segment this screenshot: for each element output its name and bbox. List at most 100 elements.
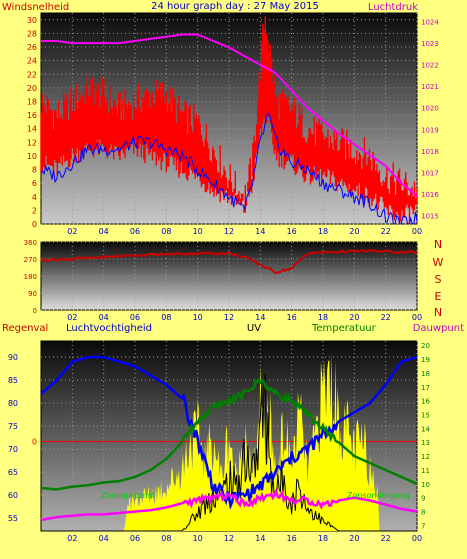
wind-y-tick-6: 6 <box>32 179 37 188</box>
pressure-y-tick-1024: 1024 <box>421 19 439 27</box>
wind-x-tick-14: 14 <box>255 227 265 236</box>
humidity-y-tick-90: 90 <box>8 353 18 362</box>
compass-n-bottom: N <box>434 306 442 319</box>
wind-y-tick-8: 8 <box>32 166 37 175</box>
direction-y-tick-360: 360 <box>24 239 37 247</box>
direction-y-tick-0: 0 <box>33 307 37 315</box>
pressure-y-tick-1015: 1015 <box>421 212 439 220</box>
wind-x-tick-06: 06 <box>130 227 140 236</box>
climate-x-tick-06: 06 <box>130 534 140 543</box>
wind-y-tick-16: 16 <box>27 111 37 120</box>
climate-x-tick-10: 10 <box>193 534 203 543</box>
humidity-y-tick-85: 85 <box>8 376 18 385</box>
wind-x-tick-08: 08 <box>161 227 171 236</box>
temp-y-tick-14: 14 <box>421 425 430 433</box>
humidity-y-tick-55: 55 <box>8 514 18 523</box>
pressure-y-tick-1016: 1016 <box>421 191 439 199</box>
direction-x-tick-18: 18 <box>318 313 328 322</box>
dewpoint-axis-title: Dauwpunt <box>413 323 464 334</box>
wind-direction-line <box>40 249 418 275</box>
dewpoint-line <box>40 488 418 522</box>
climate-x-tick-16: 16 <box>287 534 297 543</box>
direction-x-tick-14: 14 <box>255 313 265 322</box>
rain-y-tick-0: 0 <box>32 438 37 447</box>
pressure-line <box>41 33 418 197</box>
wind-x-tick-20: 20 <box>349 227 359 236</box>
direction-x-tick-20: 20 <box>349 313 359 322</box>
direction-x-tick-16: 16 <box>287 313 297 322</box>
wind-y-tick-0: 0 <box>32 220 37 229</box>
humidity-line <box>40 355 418 510</box>
compass-w: W <box>433 256 444 269</box>
climate-x-tick-12: 12 <box>224 534 234 543</box>
direction-y-tick-90: 90 <box>28 290 37 298</box>
sun-radiation-area <box>41 352 417 531</box>
climate-x-tick-20: 20 <box>349 534 359 543</box>
pressure-y-tick-1023: 1023 <box>421 40 439 48</box>
wind-average-line <box>40 112 418 225</box>
direction-x-tick-00: 00 <box>412 313 422 322</box>
compass-e: E <box>435 290 442 303</box>
climate-x-tick-18: 18 <box>318 534 328 543</box>
temp-y-tick-18: 18 <box>421 370 430 378</box>
uv-axis-title: UV <box>247 323 261 334</box>
wind-y-tick-24: 24 <box>27 57 37 66</box>
direction-x-tick-08: 08 <box>161 313 171 322</box>
temp-y-tick-10: 10 <box>421 481 430 489</box>
wind-x-tick-10: 10 <box>193 227 203 236</box>
climate-x-tick-22: 22 <box>381 534 391 543</box>
temp-y-tick-11: 11 <box>421 467 430 475</box>
climate-x-tick-08: 08 <box>161 534 171 543</box>
pressure-y-tick-1022: 1022 <box>421 62 439 70</box>
pressure-axis-title: Luchtdruk <box>368 2 418 13</box>
humidity-y-tick-80: 80 <box>8 399 18 408</box>
chart-marks <box>40 16 418 532</box>
humidity-axis-title: Luchtvochtigheid <box>66 323 152 334</box>
temp-y-tick-8: 8 <box>421 509 425 517</box>
rain-axis-title: Regenval <box>2 323 48 334</box>
humidity-y-tick-75: 75 <box>8 422 18 431</box>
pressure-y-tick-1019: 1019 <box>421 126 439 134</box>
wind-x-tick-18: 18 <box>318 227 328 236</box>
humidity-y-tick-65: 65 <box>8 468 18 477</box>
temp-y-tick-19: 19 <box>421 356 430 364</box>
wind-y-tick-14: 14 <box>27 125 37 134</box>
temp-y-tick-20: 20 <box>421 342 430 350</box>
chart-title: 24 hour graph day : 27 May 2015 <box>151 1 319 12</box>
wind-x-tick-04: 04 <box>99 227 109 236</box>
temp-y-tick-7: 7 <box>421 522 425 530</box>
wind-y-tick-12: 12 <box>27 138 37 147</box>
wind-axis-title: Windsnelheid <box>2 2 69 13</box>
temp-y-tick-13: 13 <box>421 439 430 447</box>
direction-y-tick-270: 270 <box>24 256 37 264</box>
humidity-y-tick-70: 70 <box>8 445 18 454</box>
direction-x-tick-02: 02 <box>67 313 77 322</box>
wind-x-tick-16: 16 <box>287 227 297 236</box>
direction-x-tick-04: 04 <box>99 313 109 322</box>
compass-n-top: N <box>434 238 442 251</box>
wind-y-tick-30: 30 <box>27 16 37 25</box>
wind-y-tick-22: 22 <box>27 70 37 79</box>
wind-y-tick-2: 2 <box>32 206 37 215</box>
pressure-y-tick-1021: 1021 <box>421 83 439 91</box>
wind-x-tick-02: 02 <box>67 227 77 236</box>
wind-x-tick-00: 00 <box>412 227 422 236</box>
temp-y-tick-17: 17 <box>421 384 430 392</box>
direction-x-tick-06: 06 <box>130 313 140 322</box>
temperature-line <box>40 377 418 491</box>
pressure-y-tick-1020: 1020 <box>421 105 439 113</box>
wind-y-tick-10: 10 <box>27 152 37 161</box>
wind-y-tick-18: 18 <box>27 97 37 106</box>
sunrise-label: Zonsopkomst <box>101 491 155 500</box>
wind-y-tick-28: 28 <box>27 29 37 38</box>
temp-y-tick-12: 12 <box>421 453 430 461</box>
pressure-y-tick-1017: 1017 <box>421 169 439 177</box>
climate-x-tick-00: 00 <box>412 534 422 543</box>
wind-y-tick-20: 20 <box>27 84 37 93</box>
climate-x-tick-02: 02 <box>67 534 77 543</box>
climate-x-tick-14: 14 <box>255 534 265 543</box>
direction-x-tick-10: 10 <box>193 313 203 322</box>
wind-x-tick-12: 12 <box>224 227 234 236</box>
